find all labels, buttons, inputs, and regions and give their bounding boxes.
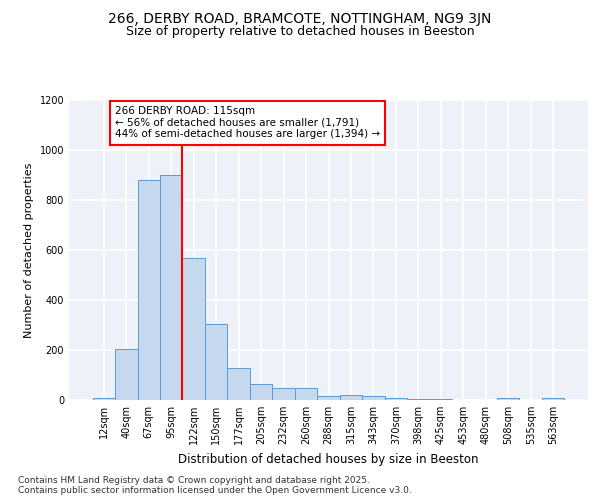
Bar: [205, 324, 227, 400]
Bar: [340, 395, 362, 400]
Bar: [542, 398, 565, 400]
Bar: [182, 258, 205, 400]
Bar: [137, 180, 160, 400]
Bar: [115, 349, 137, 400]
Bar: [272, 388, 295, 400]
Text: 266, DERBY ROAD, BRAMCOTE, NOTTINGHAM, NG9 3JN: 266, DERBY ROAD, BRAMCOTE, NOTTINGHAM, N…: [109, 12, 491, 26]
Bar: [385, 398, 407, 400]
Text: Size of property relative to detached houses in Beeston: Size of property relative to detached ho…: [125, 25, 475, 38]
Bar: [497, 398, 520, 400]
Bar: [92, 398, 115, 400]
X-axis label: Distribution of detached houses by size in Beeston: Distribution of detached houses by size …: [178, 452, 479, 466]
Bar: [407, 399, 430, 400]
Bar: [430, 399, 452, 400]
Text: Contains HM Land Registry data © Crown copyright and database right 2025.
Contai: Contains HM Land Registry data © Crown c…: [18, 476, 412, 495]
Bar: [250, 384, 272, 400]
Bar: [317, 396, 340, 400]
Bar: [362, 396, 385, 400]
Text: 266 DERBY ROAD: 115sqm
← 56% of detached houses are smaller (1,791)
44% of semi-: 266 DERBY ROAD: 115sqm ← 56% of detached…: [115, 106, 380, 140]
Bar: [295, 388, 317, 400]
Y-axis label: Number of detached properties: Number of detached properties: [24, 162, 34, 338]
Bar: [160, 175, 182, 400]
Bar: [227, 368, 250, 400]
